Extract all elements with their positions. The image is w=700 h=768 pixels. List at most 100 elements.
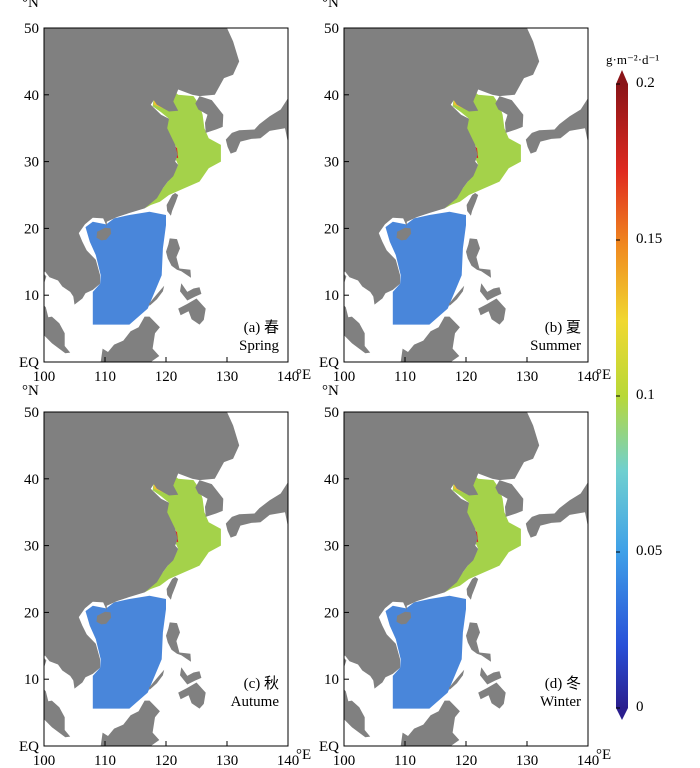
- land-hainan: [396, 611, 412, 625]
- colorbar-top-arrow: [616, 70, 628, 84]
- map-content: [344, 28, 588, 362]
- land-malay-peninsula: [44, 273, 71, 354]
- land-visayas: [180, 667, 202, 685]
- lon-tick-label: 110: [394, 369, 416, 384]
- land-malay-peninsula: [344, 657, 371, 738]
- lon-tick-label: 140: [277, 369, 300, 384]
- lat-tick-label: 40: [324, 472, 339, 488]
- map-content: [344, 412, 588, 746]
- lon-tick-label: 120: [455, 753, 478, 768]
- lon-tick-label: 120: [455, 369, 478, 384]
- land-borneo: [400, 700, 460, 746]
- colorbar-tick-label: 0.15: [636, 231, 663, 247]
- land-japan: [525, 478, 588, 538]
- data-field-south-china-sea: [85, 211, 166, 325]
- lat-unit-label: °N: [322, 383, 339, 399]
- lat-tick-label: 20: [324, 605, 339, 621]
- land-visayas: [180, 283, 202, 301]
- land-palawan: [448, 285, 465, 306]
- data-field-east-china-sea: [144, 89, 221, 209]
- lon-tick-label: 130: [516, 369, 539, 384]
- data-field-south-china-sea: [385, 595, 466, 709]
- land-visayas: [480, 283, 502, 301]
- lon-tick-label: 110: [394, 753, 416, 768]
- lon-tick-label: 120: [155, 369, 178, 384]
- land-korea: [195, 480, 224, 517]
- map-panel-b: EQ 10 20 30 40 50 100 110 120 130 140 °N (b) 夏 Sum…: [300, 0, 640, 384]
- lat-unit-label: °N: [322, 0, 339, 11]
- lat-tick-label: 40: [24, 472, 39, 488]
- land-mainland: [44, 412, 240, 689]
- land-taiwan: [466, 577, 479, 600]
- season-label-d: (d) 冬 Winter: [536, 674, 584, 712]
- colorbar-bottom-arrow: [616, 708, 628, 720]
- colorbar-unit: g·m⁻²·d⁻¹: [606, 52, 660, 67]
- lat-tick-label: EQ: [19, 739, 39, 755]
- land-borneo: [100, 700, 160, 746]
- map-content: [44, 28, 288, 362]
- lon-tick-label: 140: [277, 753, 300, 768]
- lat-tick-label: 20: [324, 221, 339, 237]
- season-label-a: (a) 春 Spring: [235, 318, 282, 356]
- lat-tick-label: 40: [324, 88, 339, 104]
- data-field-south-china-sea: [85, 595, 166, 709]
- data-field-east-china-sea: [444, 89, 521, 209]
- lon-unit-label-bottom-left: °E: [296, 747, 312, 763]
- land-borneo: [100, 316, 160, 362]
- lat-tick-label: EQ: [319, 355, 339, 371]
- lon-tick-label: 130: [516, 753, 539, 768]
- lat-tick-label: 50: [324, 21, 339, 37]
- lat-tick-label: 20: [24, 221, 39, 237]
- land-luzon: [466, 238, 491, 278]
- lat-tick-label: EQ: [19, 355, 39, 371]
- colorbar-tick-label: 0: [636, 699, 644, 715]
- land-mainland: [44, 28, 240, 305]
- colorbar-tick-label: 0.05: [636, 543, 663, 559]
- land-visayas: [480, 667, 502, 685]
- land-japan: [225, 94, 288, 154]
- land-taiwan: [466, 193, 479, 216]
- land-palawan: [148, 285, 165, 306]
- land-mainland: [344, 28, 540, 305]
- land-luzon: [466, 622, 491, 662]
- lat-tick-label: 30: [324, 539, 339, 555]
- lon-tick-label: 100: [333, 369, 356, 384]
- lon-tick-label: 100: [33, 753, 56, 768]
- data-field-south-china-sea: [385, 211, 466, 325]
- data-field-east-china-sea: [444, 473, 521, 593]
- season-label-b: (b) 夏 Summer: [527, 318, 584, 356]
- land-japan: [525, 94, 588, 154]
- lon-tick-label: 140: [577, 369, 600, 384]
- map-panel-a: EQ 10 20 30 40 50 100 110 120 130 140 °N (a) 春 Spr…: [0, 0, 340, 384]
- lon-tick-label: 110: [94, 753, 116, 768]
- land-palawan: [448, 669, 465, 690]
- land-korea: [495, 480, 524, 517]
- land-luzon: [166, 238, 191, 278]
- map-panel-d: EQ 10 20 30 40 50 100 110 120 130 140 °N (d) 冬 Win…: [300, 384, 640, 768]
- land-mindanao: [178, 298, 206, 325]
- lat-tick-label: 50: [24, 21, 39, 37]
- lon-tick-label: 130: [216, 753, 239, 768]
- map-b-svg: EQ 10 20 30 40 50 100 110 120 130 140: [319, 21, 600, 384]
- lat-unit-label: °N: [22, 0, 39, 11]
- land-mindanao: [178, 682, 206, 709]
- land-korea: [495, 96, 524, 133]
- lat-tick-label: EQ: [319, 739, 339, 755]
- land-malay-peninsula: [344, 273, 371, 354]
- season-label-c: (c) 秋 Autume: [227, 674, 282, 712]
- lat-tick-label: 50: [24, 405, 39, 421]
- lat-tick-label: 10: [24, 288, 39, 304]
- data-field-east-china-sea: [144, 473, 221, 593]
- lat-tick-label: 10: [24, 672, 39, 688]
- land-japan: [225, 478, 288, 538]
- lon-tick-label: 110: [94, 369, 116, 384]
- map-content: [44, 412, 288, 746]
- land-taiwan: [166, 577, 179, 600]
- lat-tick-label: 10: [324, 288, 339, 304]
- colorbar-tick-label: 0.1: [636, 387, 655, 403]
- land-borneo: [400, 316, 460, 362]
- land-mindanao: [478, 298, 506, 325]
- lon-tick-label: 100: [333, 753, 356, 768]
- land-hainan: [396, 227, 412, 241]
- land-hainan: [96, 227, 112, 241]
